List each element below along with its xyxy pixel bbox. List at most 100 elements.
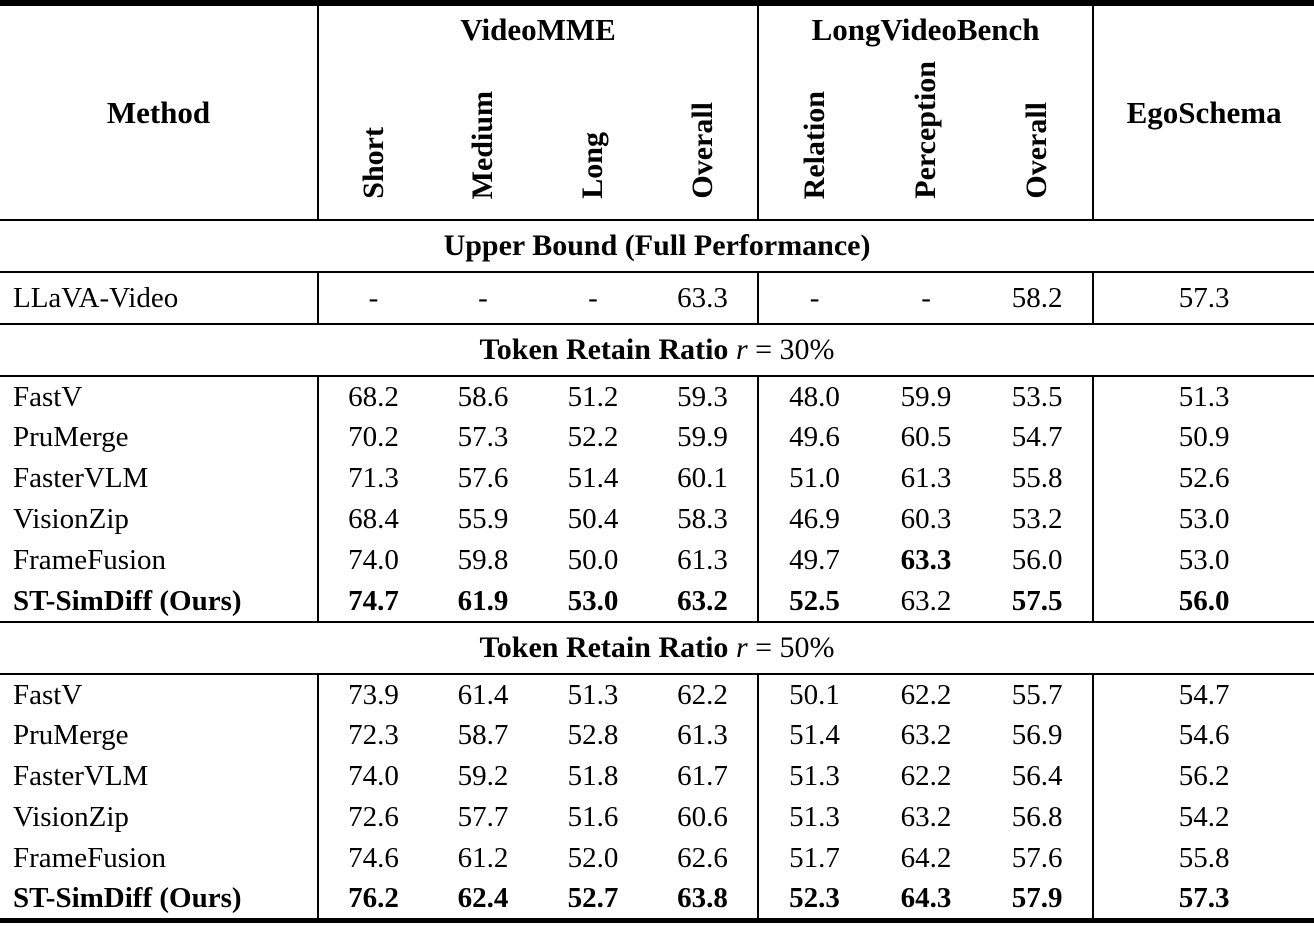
section-title: Token Retain Ratio xyxy=(479,631,736,664)
section-band-row: Token Retain Ratio r = 30% xyxy=(0,323,1314,377)
table-row: ST-SimDiff (Ours) 74.7 61.9 53.0 63.2 52.5 63.… xyxy=(0,581,1314,622)
value-cell: 59.9 xyxy=(677,421,728,453)
value-cell: 51.2 xyxy=(567,380,619,413)
table-row: PruMerge 70.2 57.3 52.2 59.9 49.6 60.5 54.7 50.9 xyxy=(0,417,1314,458)
value-cell: 58.3 xyxy=(677,503,728,535)
value-cell: 55.8 xyxy=(1092,838,1314,879)
value-cell: 62.6 xyxy=(677,842,728,874)
value-cell: 57.5 xyxy=(1011,584,1063,617)
value-cell: 68.2 xyxy=(317,376,428,417)
method-cell: LLaVA-Video xyxy=(13,281,179,314)
value-cell: 63.2 xyxy=(900,719,952,751)
value-cell: 46.9 xyxy=(757,499,871,540)
value-cell: 74.0 xyxy=(317,756,428,797)
value-cell: - xyxy=(588,281,598,314)
section-formula-value: = 30% xyxy=(747,333,835,366)
method-cell: PruMerge xyxy=(13,719,129,751)
value-cell: 72.3 xyxy=(317,715,428,756)
value-cell: 61.3 xyxy=(677,544,728,576)
videomme-group-header: VideoMME xyxy=(316,3,759,53)
section-band-row: Token Retain Ratio r = 50% xyxy=(0,621,1314,675)
value-cell: 59.9 xyxy=(900,380,952,413)
section-formula-variable: r xyxy=(735,333,748,366)
value-cell: 62.2 xyxy=(677,678,728,711)
value-cell: 57.3 xyxy=(457,421,509,453)
method-cell: FrameFusion xyxy=(13,842,167,874)
subheader-cell: Overall xyxy=(982,53,1093,220)
value-cell: 57.9 xyxy=(1011,881,1063,914)
value-cell: 52.6 xyxy=(1092,458,1314,499)
value-cell: 60.1 xyxy=(677,462,728,494)
method-cell: FasterVLM xyxy=(13,760,149,792)
method-cell: PruMerge xyxy=(13,421,129,453)
header-group-row: Method VideoMME LongVideoBench EgoSchema xyxy=(0,3,1314,220)
value-cell: 59.3 xyxy=(677,380,728,413)
section-header-2: Token Retain Ratio r = 50% xyxy=(0,621,1314,675)
value-cell: 54.7 xyxy=(1011,421,1063,453)
value-cell: 72.6 xyxy=(317,797,428,838)
section-header-0: Upper Bound (Full Performance) xyxy=(0,219,1314,273)
subheader-cell: Perception xyxy=(870,53,982,220)
section-formula-variable: r xyxy=(735,631,748,664)
value-cell: 56.0 xyxy=(1092,581,1314,622)
value-cell: 55.9 xyxy=(457,503,509,535)
value-cell: 51.3 xyxy=(757,756,871,797)
value-cell: 54.2 xyxy=(1092,797,1314,838)
value-cell: 50.0 xyxy=(567,544,619,576)
subheader-cell: Overall xyxy=(648,53,758,220)
table-row: VisionZip 68.4 55.9 50.4 58.3 46.9 60.3 53.2 53.… xyxy=(0,499,1314,540)
value-cell: 59.2 xyxy=(457,760,509,792)
table-row: PruMerge 72.3 58.7 52.8 61.3 51.4 63.2 56.9 54.6 xyxy=(0,715,1314,756)
header-subcolumn-row: Short Medium Long Overall Relation Perce… xyxy=(0,53,1314,220)
subheader-cell: Medium xyxy=(428,53,538,220)
value-cell: 63.2 xyxy=(900,801,952,833)
value-cell: 74.0 xyxy=(317,540,428,581)
value-cell: 59.8 xyxy=(457,544,509,576)
method-cell: FrameFusion xyxy=(13,544,167,576)
method-cell: FastV xyxy=(13,380,83,413)
value-cell: 56.2 xyxy=(1092,756,1314,797)
value-cell: 52.8 xyxy=(567,719,619,751)
egoschema-column-header: EgoSchema xyxy=(1092,3,1314,220)
value-cell: 53.0 xyxy=(1092,499,1314,540)
table-body: Upper Bound (Full Performance) LLaVA-Vide… xyxy=(0,219,1314,920)
value-cell: 51.3 xyxy=(1092,376,1314,417)
value-cell: 61.3 xyxy=(677,719,728,751)
value-cell: 56.9 xyxy=(1011,719,1063,751)
method-cell: ST-SimDiff (Ours) xyxy=(13,881,242,914)
section-title: Upper Bound (Full Performance) xyxy=(443,229,871,262)
value-cell: 54.6 xyxy=(1092,715,1314,756)
value-cell: 52.3 xyxy=(757,879,871,920)
method-cell: FastV xyxy=(13,678,83,711)
subheader-cell: Long xyxy=(538,53,648,220)
value-cell: 62.4 xyxy=(457,881,509,914)
value-cell: 60.5 xyxy=(900,421,952,453)
value-cell: 51.3 xyxy=(757,797,871,838)
value-cell: 52.7 xyxy=(567,881,619,914)
value-cell: 63.2 xyxy=(677,584,728,617)
value-cell: 63.3 xyxy=(900,544,952,576)
value-cell: 52.2 xyxy=(567,421,619,453)
subheader-cell: Relation xyxy=(757,53,871,220)
value-cell: 57.6 xyxy=(457,462,509,494)
table-row: FastV 68.2 58.6 51.2 59.3 48.0 59.9 53.5 51.3 xyxy=(0,376,1314,417)
col-header-longvideobench-overall: Overall xyxy=(1020,102,1054,199)
col-header-short: Short xyxy=(356,127,390,199)
value-cell: 73.9 xyxy=(317,674,428,715)
value-cell: 61.7 xyxy=(677,760,728,792)
value-cell: 57.7 xyxy=(457,801,509,833)
value-cell: 62.2 xyxy=(900,678,952,711)
table-header: Method VideoMME LongVideoBench EgoSchema… xyxy=(0,3,1314,220)
value-cell: - xyxy=(317,272,428,324)
value-cell: 49.7 xyxy=(757,540,871,581)
value-cell: 54.7 xyxy=(1092,674,1314,715)
value-cell: 57.3 xyxy=(1092,879,1314,920)
section-title: Token Retain Ratio xyxy=(479,333,736,366)
value-cell: 51.4 xyxy=(757,715,871,756)
table-row: FrameFusion 74.0 59.8 50.0 61.3 49.7 63.3 56.0 5… xyxy=(0,540,1314,581)
value-cell: 53.0 xyxy=(1092,540,1314,581)
section-header-1: Token Retain Ratio r = 30% xyxy=(0,323,1314,377)
value-cell: 51.3 xyxy=(567,678,619,711)
value-cell: 68.4 xyxy=(317,499,428,540)
value-cell: 64.2 xyxy=(900,842,952,874)
